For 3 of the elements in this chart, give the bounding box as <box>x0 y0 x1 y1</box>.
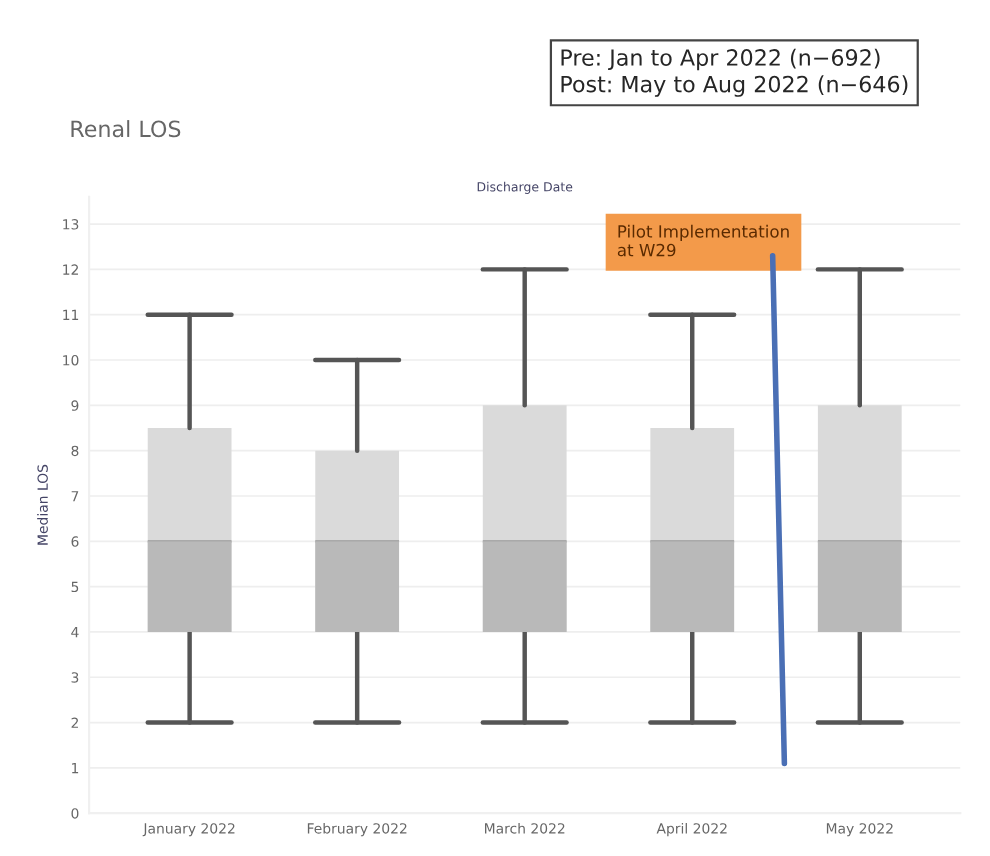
annotation: Pilot Implementation at W29 <box>617 224 789 257</box>
chart-title: Renal LOS <box>71 120 181 138</box>
text: Pre: Jan to Apr 2022 (n−692) Post: May to Aug 2022 (n−646) <box>561 48 908 97</box>
